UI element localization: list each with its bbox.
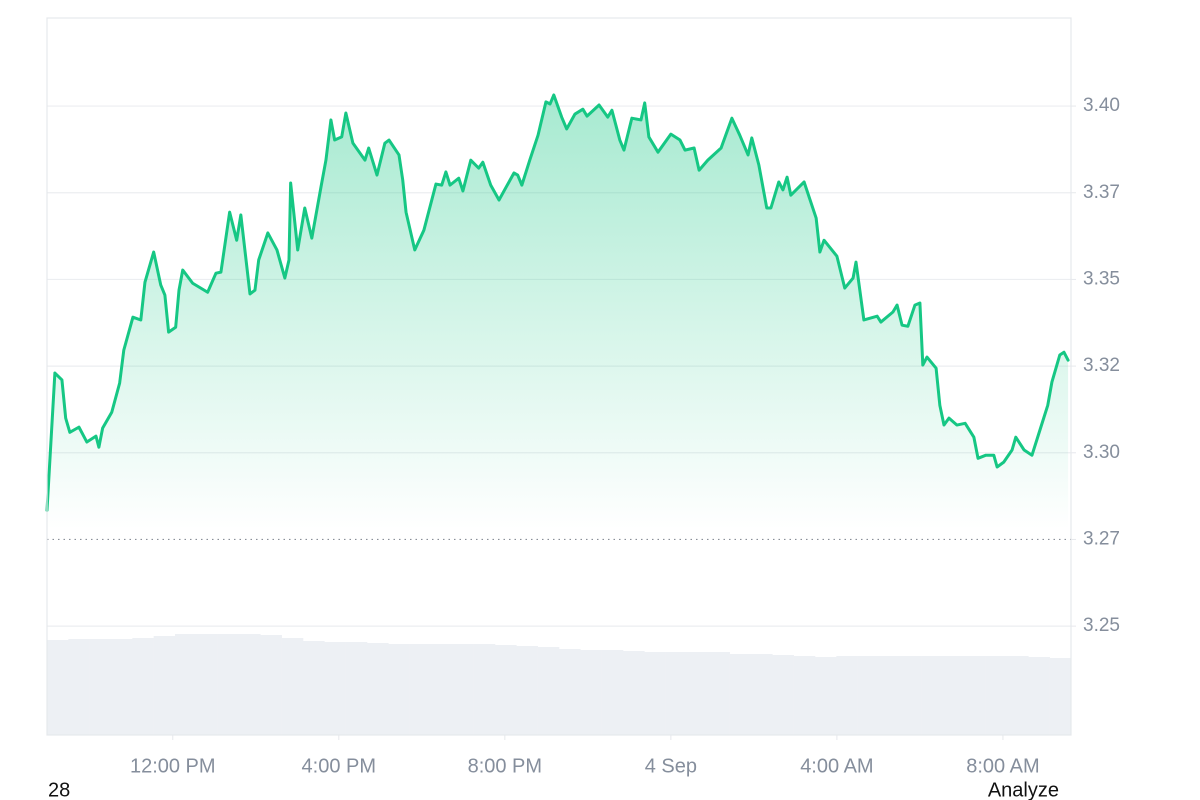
volume-bar bbox=[537, 647, 560, 735]
volume-bar bbox=[281, 638, 304, 735]
volume-bar bbox=[985, 656, 1008, 735]
volume-bar bbox=[580, 650, 602, 735]
volume-bar bbox=[516, 646, 538, 735]
volume-bar bbox=[900, 656, 922, 735]
y-tick-label: 3.37 bbox=[1083, 182, 1120, 203]
volume-bar bbox=[324, 642, 346, 735]
volume-bar bbox=[665, 652, 688, 735]
x-tick-label: 4 Sep bbox=[645, 755, 697, 777]
volume-bar bbox=[644, 652, 666, 735]
volume-bar bbox=[345, 642, 368, 735]
footer-text: 28 bbox=[48, 779, 70, 800]
volume-bar bbox=[1028, 657, 1050, 735]
volume-bar bbox=[943, 656, 965, 735]
y-tick-label: 3.40 bbox=[1083, 95, 1120, 116]
volume-bar bbox=[559, 649, 581, 735]
analyze-button[interactable]: Analyze bbox=[988, 779, 1059, 800]
volume-bar bbox=[68, 639, 90, 735]
axes-layer: 3.25 3.27 3.30 3.32 3.35 3.37 3.40 12:00 PM 4:00… bbox=[130, 95, 1120, 777]
volume-bar bbox=[729, 654, 752, 735]
volume-bar bbox=[196, 634, 218, 735]
volume-bar bbox=[1049, 658, 1072, 735]
volume-bar bbox=[772, 655, 794, 735]
x-tick-label: 8:00 PM bbox=[468, 755, 542, 777]
volume-bar bbox=[388, 644, 410, 735]
plot-layer bbox=[45, 93, 1070, 540]
volume-bar bbox=[132, 638, 154, 735]
volume-bar bbox=[175, 634, 197, 735]
volume-bar bbox=[260, 635, 282, 735]
price-line bbox=[45, 93, 1070, 512]
x-tick-label: 12:00 PM bbox=[130, 755, 216, 777]
volume-bar bbox=[473, 644, 496, 735]
volume-bar bbox=[217, 634, 240, 735]
volume-bar bbox=[111, 639, 133, 735]
y-tick-label: 3.25 bbox=[1083, 615, 1120, 636]
plot-frame bbox=[46, 17, 1072, 736]
y-tick-label: 3.35 bbox=[1083, 268, 1120, 289]
volume-bar bbox=[47, 640, 69, 735]
volume-bar bbox=[708, 652, 730, 735]
volume-bar bbox=[239, 634, 261, 735]
volume-layer bbox=[47, 634, 1072, 735]
volume-bar bbox=[623, 651, 645, 735]
volume-bar bbox=[601, 650, 624, 735]
volume-bar bbox=[452, 644, 474, 735]
y-tick-label: 3.30 bbox=[1083, 442, 1120, 463]
volume-bar bbox=[751, 654, 773, 735]
volume-bar bbox=[857, 656, 880, 735]
volume-bar bbox=[303, 641, 325, 735]
volume-bar bbox=[1007, 656, 1029, 735]
volume-bar bbox=[793, 656, 816, 735]
volume-bar bbox=[964, 656, 986, 735]
x-tick-label: 4:00 PM bbox=[302, 755, 376, 777]
x-tick-label: 4:00 AM bbox=[800, 755, 873, 777]
volume-bar bbox=[431, 644, 453, 735]
volume-bar bbox=[153, 636, 176, 735]
x-tick-label: 8:00 AM bbox=[966, 755, 1039, 777]
price-area bbox=[47, 94, 1069, 540]
volume-bar bbox=[495, 645, 517, 735]
volume-bar bbox=[687, 652, 709, 735]
volume-bar bbox=[409, 644, 432, 735]
volume-bar bbox=[367, 643, 389, 735]
volume-bar bbox=[89, 639, 112, 735]
volume-bar bbox=[879, 656, 901, 735]
volume-bar bbox=[921, 656, 944, 735]
y-tick-label: 3.27 bbox=[1083, 528, 1120, 549]
y-tick-label: 3.32 bbox=[1083, 355, 1120, 376]
volume-bar bbox=[836, 656, 858, 735]
volume-bar bbox=[815, 657, 837, 735]
